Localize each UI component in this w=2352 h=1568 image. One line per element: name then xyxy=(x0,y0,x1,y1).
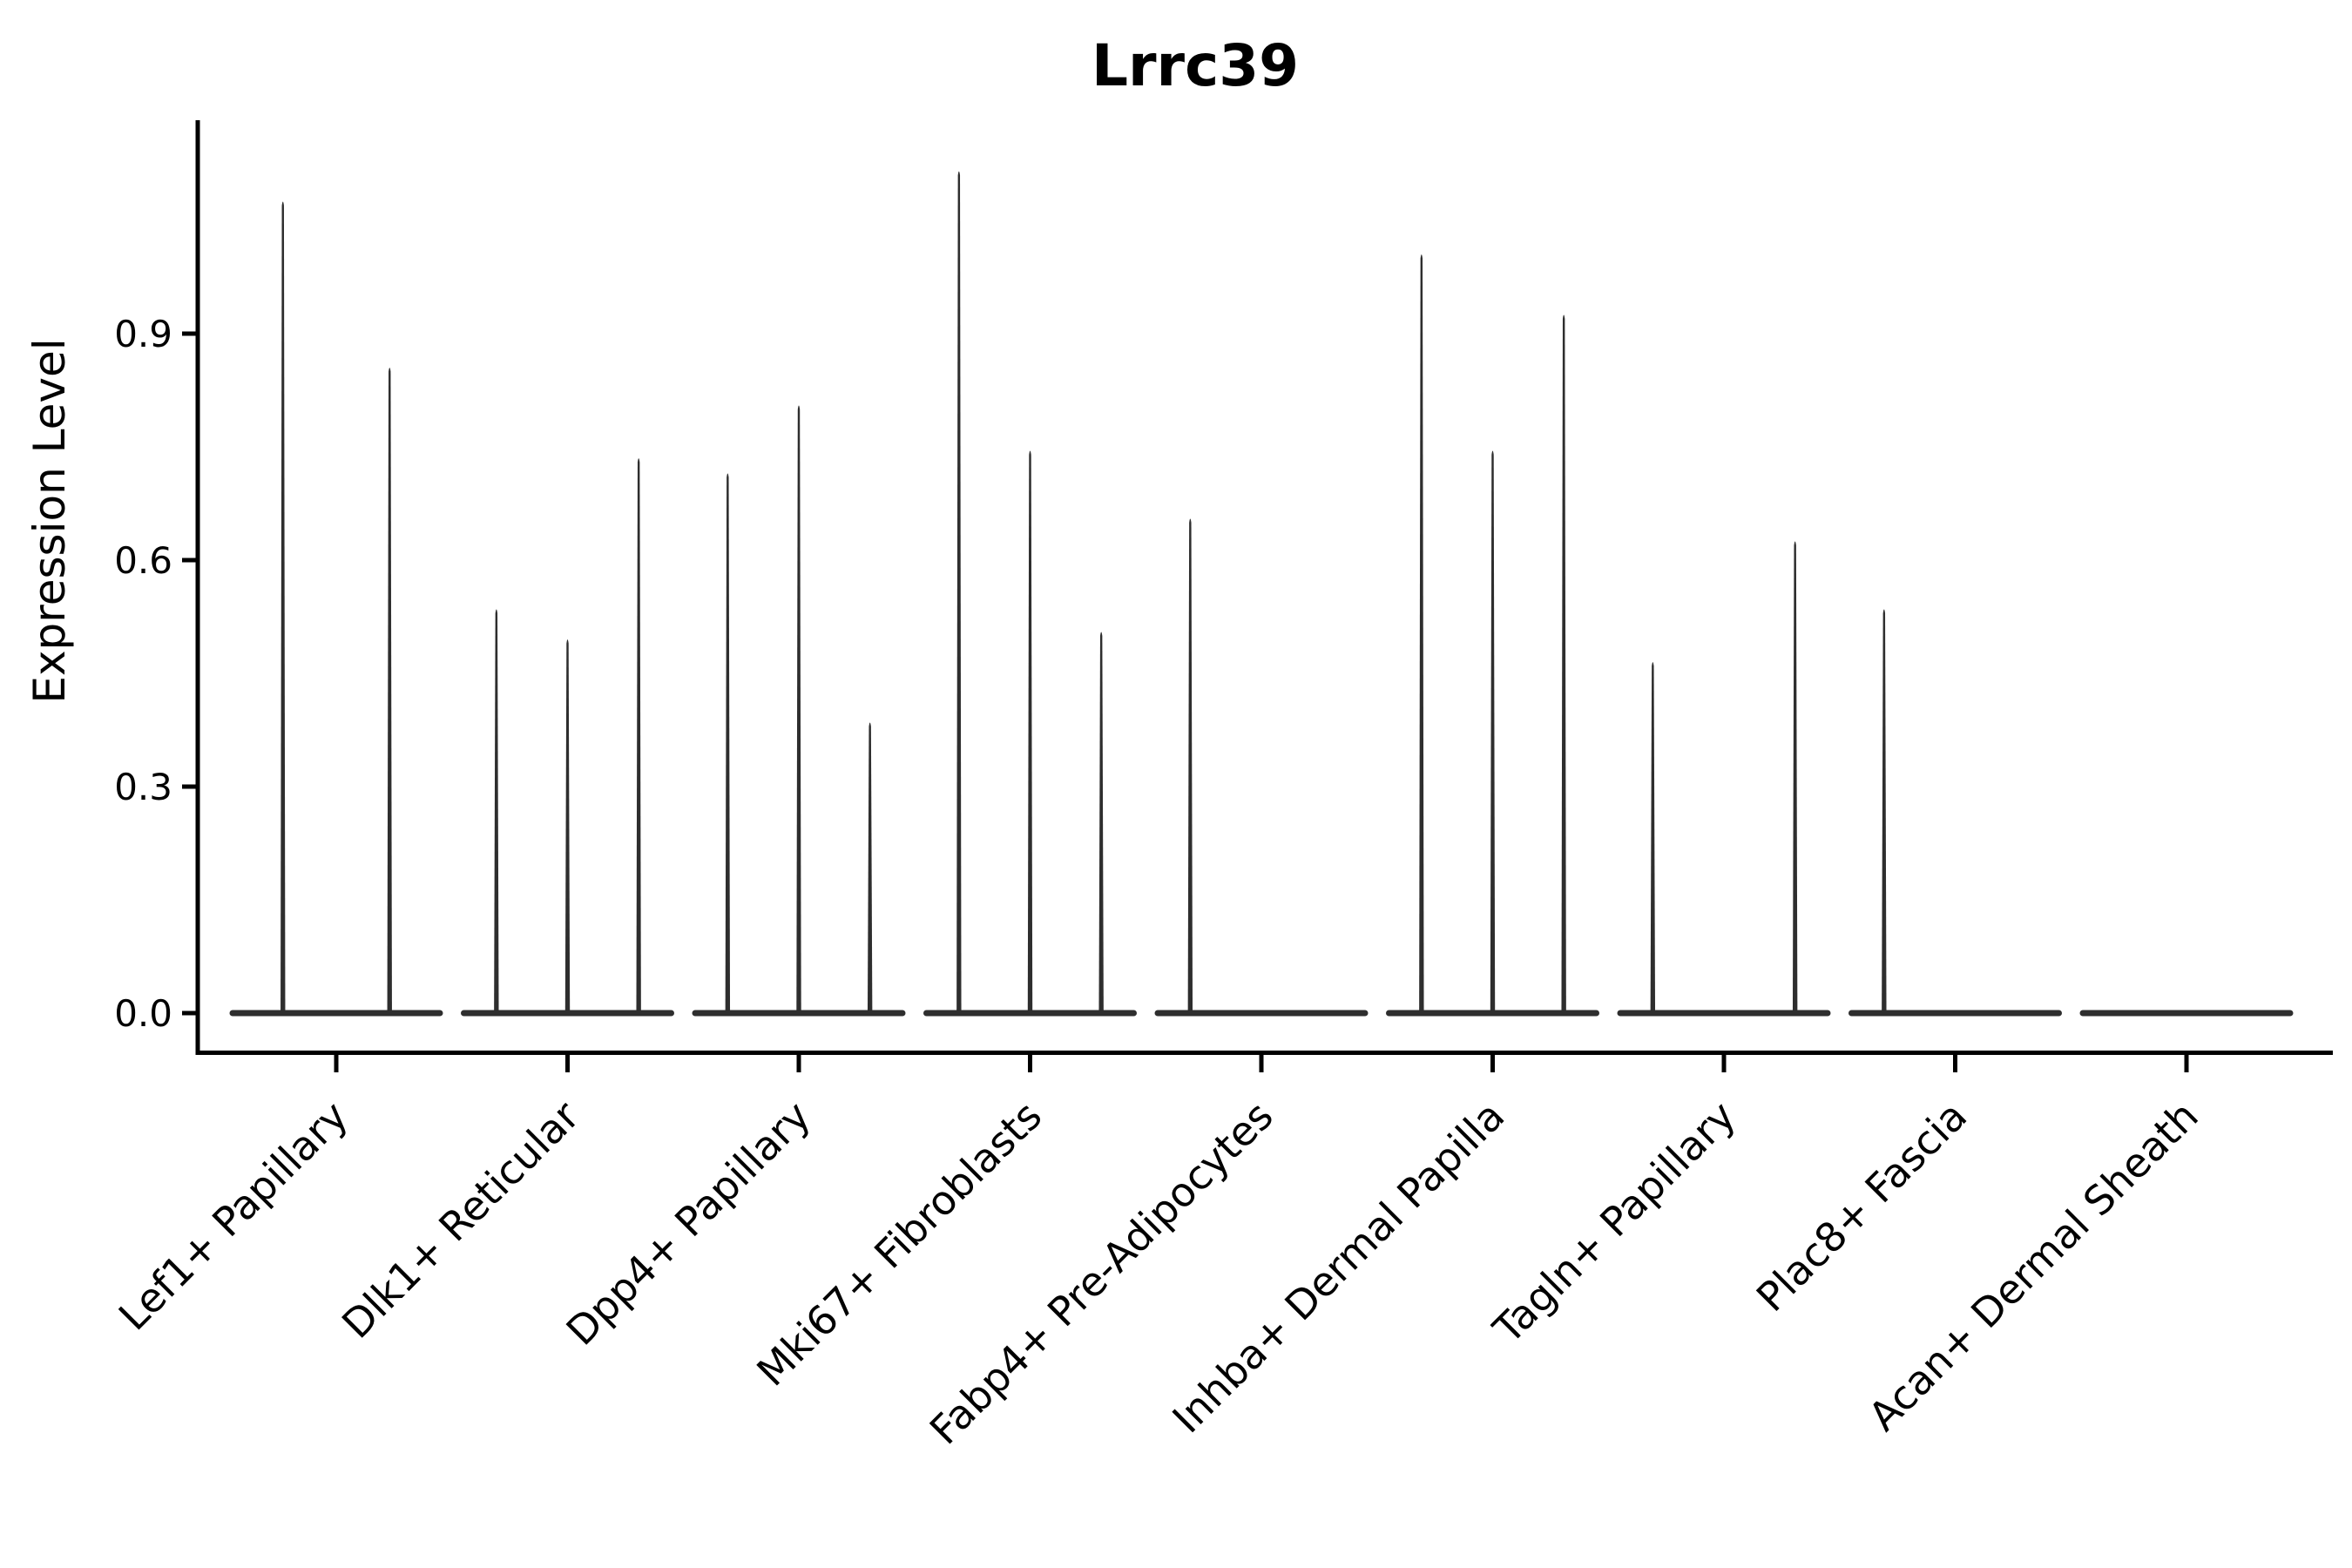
violin-base xyxy=(2079,1010,2294,1017)
violin-base xyxy=(1617,1010,1831,1017)
violin-spike xyxy=(1650,662,1656,1013)
violin-spike xyxy=(1792,541,1798,1013)
violin-base xyxy=(1848,1010,2062,1017)
violins-layer xyxy=(229,171,2294,1017)
violin-spike xyxy=(387,368,392,1013)
violin-spike xyxy=(725,473,731,1013)
y-axis-title: Expression Level xyxy=(24,338,75,703)
x-tick-label: Plac8+ Fascia xyxy=(1747,1092,1976,1321)
violin-spike xyxy=(796,405,801,1013)
x-tick-label: Tagln+ Papillary xyxy=(1484,1092,1745,1354)
violin-spike xyxy=(280,201,286,1014)
y-tick-label: 0.6 xyxy=(114,539,172,582)
y-tick-label: 0.0 xyxy=(114,992,172,1035)
violin-base xyxy=(229,1010,443,1017)
violin-spike xyxy=(564,639,571,1013)
violin-spike xyxy=(1187,518,1193,1013)
x-tick-label: Dpp4+ Papillary xyxy=(558,1092,820,1355)
violin-spike xyxy=(1098,632,1104,1013)
x-tick-label: Dlk1+ Reticular xyxy=(333,1092,588,1348)
violin-spike xyxy=(1561,314,1566,1013)
x-tick-label: Lef1+ Papillary xyxy=(110,1092,357,1340)
violin-spike xyxy=(1882,609,1887,1013)
violin-spike xyxy=(1490,450,1496,1013)
violin-spike xyxy=(956,171,962,1013)
violin-spike xyxy=(867,722,873,1013)
violin-spike xyxy=(636,458,641,1013)
y-tick-label: 0.3 xyxy=(114,766,172,808)
x-axis-ticks xyxy=(334,1055,2189,1072)
violin-spike xyxy=(1419,254,1424,1013)
violin-spike xyxy=(494,609,499,1013)
chart-title: Lrrc39 xyxy=(1092,32,1299,99)
y-tick-label: 0.9 xyxy=(114,313,172,355)
violin-base xyxy=(1154,1010,1369,1017)
y-axis-ticks: 0.0 0.3 0.6 0.9 xyxy=(114,313,198,1035)
violin-spike xyxy=(1027,450,1033,1013)
